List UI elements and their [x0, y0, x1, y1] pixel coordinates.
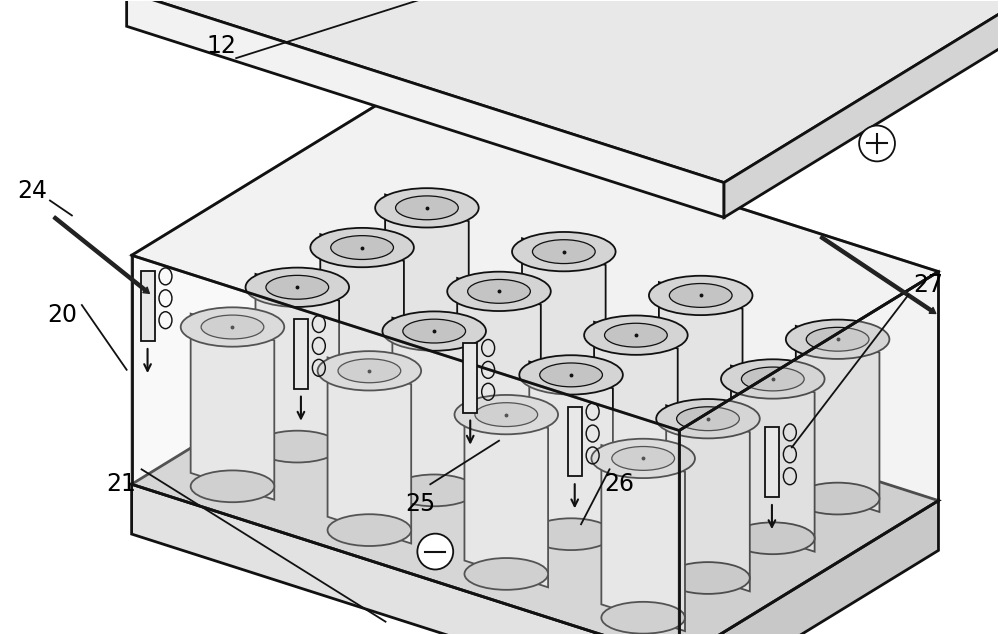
Ellipse shape: [669, 284, 732, 307]
Polygon shape: [679, 500, 938, 635]
Ellipse shape: [796, 483, 879, 514]
Ellipse shape: [475, 403, 538, 427]
Text: 25: 25: [405, 492, 435, 516]
Polygon shape: [594, 322, 678, 508]
Ellipse shape: [310, 228, 414, 267]
Ellipse shape: [741, 367, 804, 391]
Ellipse shape: [605, 323, 667, 347]
Ellipse shape: [375, 188, 479, 227]
Ellipse shape: [191, 471, 274, 502]
Polygon shape: [522, 238, 606, 424]
Polygon shape: [796, 326, 879, 512]
Ellipse shape: [601, 602, 685, 634]
Ellipse shape: [519, 355, 623, 394]
Text: 27: 27: [913, 273, 943, 297]
Polygon shape: [679, 272, 938, 635]
Ellipse shape: [201, 315, 264, 339]
Polygon shape: [463, 343, 477, 413]
Polygon shape: [132, 255, 679, 635]
Ellipse shape: [529, 518, 613, 550]
Polygon shape: [568, 406, 582, 476]
Text: 20: 20: [47, 303, 77, 327]
Ellipse shape: [659, 439, 743, 471]
Ellipse shape: [532, 240, 595, 264]
Ellipse shape: [318, 351, 421, 391]
Polygon shape: [328, 358, 411, 544]
Ellipse shape: [464, 558, 548, 590]
Text: 12: 12: [206, 34, 236, 58]
Ellipse shape: [447, 272, 551, 311]
Ellipse shape: [512, 232, 616, 271]
Ellipse shape: [331, 236, 393, 260]
Polygon shape: [724, 5, 1000, 217]
Ellipse shape: [649, 276, 752, 315]
Polygon shape: [320, 234, 404, 420]
Ellipse shape: [457, 435, 541, 467]
Ellipse shape: [666, 562, 750, 594]
Ellipse shape: [584, 316, 688, 355]
Ellipse shape: [328, 514, 411, 546]
Ellipse shape: [731, 523, 815, 554]
Ellipse shape: [522, 395, 606, 427]
Ellipse shape: [612, 446, 675, 471]
Text: 21: 21: [107, 472, 137, 497]
Polygon shape: [132, 485, 679, 635]
Polygon shape: [132, 325, 938, 635]
Ellipse shape: [677, 407, 739, 431]
Circle shape: [417, 533, 453, 570]
Circle shape: [859, 126, 895, 161]
Ellipse shape: [255, 431, 339, 462]
Ellipse shape: [266, 276, 329, 299]
Ellipse shape: [786, 319, 889, 359]
Ellipse shape: [396, 196, 458, 220]
Ellipse shape: [656, 399, 760, 438]
Ellipse shape: [392, 474, 476, 506]
Polygon shape: [385, 194, 469, 380]
Polygon shape: [464, 401, 548, 587]
Polygon shape: [666, 405, 750, 591]
Polygon shape: [659, 282, 743, 468]
Ellipse shape: [246, 267, 349, 307]
Polygon shape: [255, 274, 339, 460]
Ellipse shape: [806, 327, 869, 351]
Ellipse shape: [385, 351, 469, 383]
Ellipse shape: [403, 319, 466, 343]
Ellipse shape: [591, 439, 695, 478]
Polygon shape: [132, 97, 938, 431]
Polygon shape: [127, 0, 724, 217]
Polygon shape: [457, 278, 541, 464]
Polygon shape: [141, 271, 155, 341]
Ellipse shape: [468, 279, 530, 304]
Ellipse shape: [540, 363, 602, 387]
Polygon shape: [127, 0, 1000, 183]
Polygon shape: [191, 314, 274, 500]
Ellipse shape: [338, 359, 401, 383]
Polygon shape: [601, 445, 685, 631]
Text: 24: 24: [17, 178, 47, 203]
Ellipse shape: [454, 395, 558, 434]
Ellipse shape: [181, 307, 284, 347]
Polygon shape: [294, 319, 308, 389]
Polygon shape: [765, 427, 779, 497]
Ellipse shape: [382, 311, 486, 351]
Ellipse shape: [721, 359, 825, 399]
Polygon shape: [731, 366, 815, 552]
Ellipse shape: [594, 479, 678, 511]
Ellipse shape: [320, 391, 404, 423]
Polygon shape: [529, 361, 613, 547]
Polygon shape: [392, 318, 476, 504]
Text: 26: 26: [604, 472, 634, 497]
